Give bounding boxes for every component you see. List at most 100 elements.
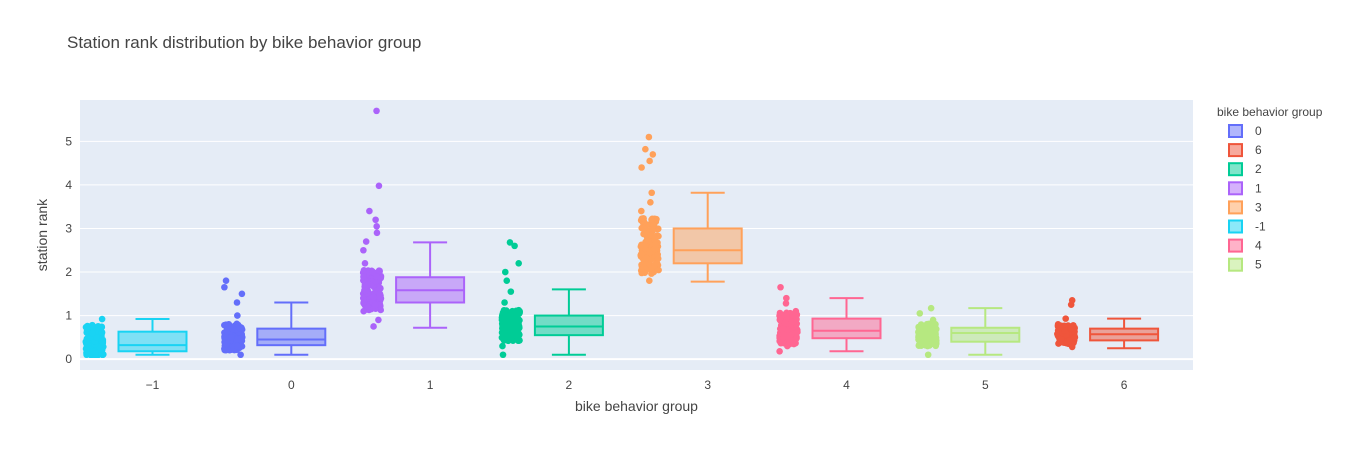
data-point <box>794 328 801 336</box>
data-point <box>515 260 522 267</box>
data-point <box>776 347 783 355</box>
data-point <box>777 283 784 291</box>
legend-item--1[interactable]: -1 <box>1228 219 1266 234</box>
data-point <box>640 225 647 232</box>
y-tick-label: 3 <box>65 221 72 235</box>
data-point <box>1071 334 1079 341</box>
box-trace-6 <box>1054 297 1160 351</box>
legend-label: -1 <box>1255 220 1266 234</box>
data-point <box>364 281 371 289</box>
box-body <box>117 330 188 353</box>
box-trace-0 <box>221 277 327 359</box>
data-point <box>644 237 652 245</box>
data-point <box>921 325 928 332</box>
data-point <box>234 312 241 319</box>
legend-label: 6 <box>1255 143 1262 157</box>
x-tick-label: 2 <box>566 378 573 392</box>
legend-item-6[interactable]: 6 <box>1228 143 1262 158</box>
data-point <box>498 316 506 324</box>
x-axis-title: bike behavior group <box>575 398 698 414</box>
box-body <box>950 326 1021 343</box>
data-point <box>917 341 925 349</box>
data-point <box>1068 324 1075 332</box>
data-point <box>98 329 106 336</box>
data-point <box>648 216 655 224</box>
data-point <box>646 157 653 165</box>
legend-label: 1 <box>1255 181 1262 195</box>
data-point <box>778 339 786 346</box>
data-point <box>373 229 381 237</box>
legend-item-2[interactable]: 2 <box>1228 162 1262 177</box>
plot-background <box>80 100 1193 370</box>
data-point <box>373 222 380 230</box>
data-point <box>370 323 377 330</box>
legend-item-5[interactable]: 5 <box>1228 257 1262 272</box>
data-point <box>237 351 244 359</box>
data-point <box>236 325 244 332</box>
legend-item-4[interactable]: 4 <box>1228 238 1262 253</box>
y-tick-label: 4 <box>65 178 72 192</box>
data-point <box>89 321 96 329</box>
legend-label: 0 <box>1255 124 1262 138</box>
data-point <box>370 293 378 301</box>
data-point <box>362 238 370 245</box>
data-point <box>926 334 934 341</box>
data-point <box>779 325 786 332</box>
data-point <box>1054 320 1062 328</box>
legend-swatch <box>1228 124 1243 138</box>
legend-swatch <box>1228 238 1243 253</box>
legend-item-1[interactable]: 1 <box>1228 181 1262 196</box>
box-trace--1 <box>82 315 188 359</box>
data-point <box>360 299 367 306</box>
data-point <box>507 313 514 321</box>
data-point <box>649 151 657 158</box>
box-trace-2 <box>498 239 604 359</box>
data-point <box>642 145 649 153</box>
box-trace-3 <box>637 133 743 285</box>
data-point <box>789 318 796 326</box>
data-point <box>648 189 656 197</box>
data-point <box>784 342 791 350</box>
data-point <box>376 284 384 292</box>
data-point <box>932 329 939 337</box>
legend-swatch <box>1228 143 1243 158</box>
data-point <box>783 294 790 302</box>
x-tick-label: 4 <box>843 378 850 392</box>
data-point <box>375 316 382 324</box>
legend-label: 2 <box>1255 162 1262 176</box>
data-point <box>99 338 107 346</box>
data-point <box>233 342 241 350</box>
legend-title: bike behavior group <box>1217 105 1323 119</box>
x-tick-label: 3 <box>704 378 711 392</box>
data-point <box>1062 315 1069 322</box>
data-point <box>373 273 380 280</box>
x-tick-label: 0 <box>288 378 295 392</box>
legend-item-3[interactable]: 3 <box>1228 200 1262 215</box>
data-point <box>84 341 92 348</box>
data-point <box>507 288 515 295</box>
data-point <box>790 340 798 348</box>
data-point <box>654 251 662 258</box>
data-point <box>645 249 653 257</box>
data-point <box>646 277 653 285</box>
data-point <box>375 267 383 274</box>
data-point <box>373 107 380 115</box>
data-point <box>650 221 658 229</box>
y-tick-label: 1 <box>65 309 72 323</box>
legend-item-0[interactable]: 0 <box>1228 124 1262 138</box>
data-point <box>501 307 508 314</box>
data-point <box>929 316 937 324</box>
box-trace-1 <box>359 107 466 330</box>
data-point <box>361 260 369 267</box>
y-tick-label: 2 <box>65 265 72 279</box>
data-point <box>924 351 932 359</box>
data-point <box>922 338 930 345</box>
data-point <box>89 329 96 337</box>
data-point <box>228 334 235 341</box>
data-point <box>369 268 377 275</box>
data-point <box>375 182 383 190</box>
data-point <box>1061 327 1069 335</box>
data-point <box>221 283 228 291</box>
data-point <box>651 245 659 253</box>
